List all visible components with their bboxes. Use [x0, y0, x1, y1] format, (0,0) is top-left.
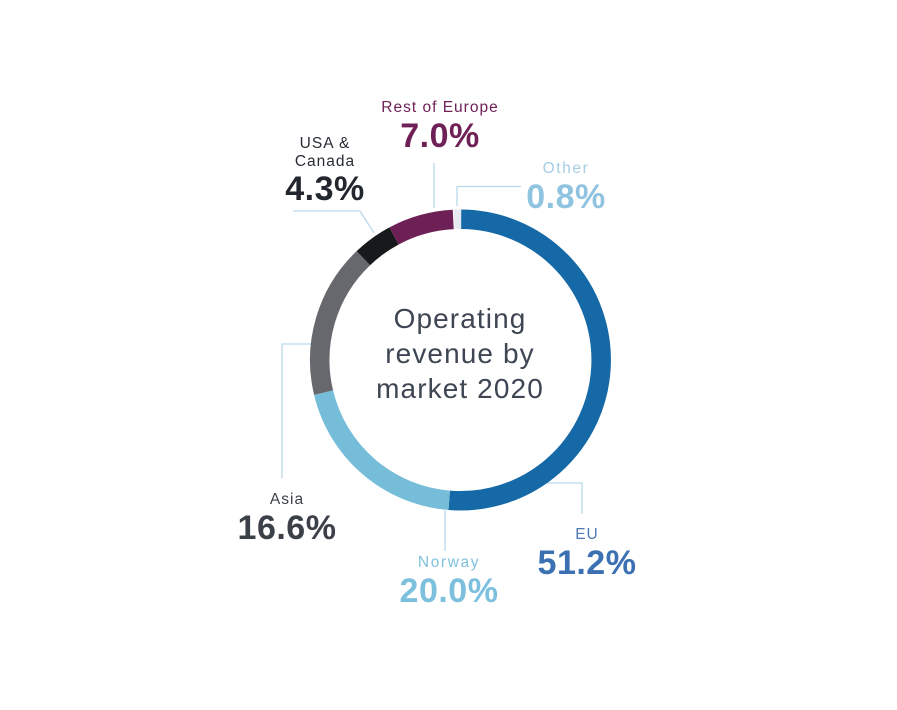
donut-segment-asia: [310, 251, 371, 395]
donut-segment-eu: [448, 209, 611, 511]
segment-value-norway: 20.0%: [399, 571, 499, 610]
donut-segment-usa-canada: [356, 227, 399, 266]
segment-value-other: 0.8%: [526, 177, 606, 216]
segment-name-rest-of-europe: Rest of Europe: [381, 99, 499, 116]
center-title-line: revenue by: [385, 338, 535, 369]
segment-name-usa-canada: USA & Canada: [294, 135, 356, 170]
center-title-line: Operating: [393, 303, 527, 334]
label-other: Other 0.8%: [526, 160, 606, 215]
chart-center-title: Operating revenue by market 2020: [330, 301, 590, 406]
donut-segment-norway: [314, 390, 451, 511]
label-asia: Asia 16.6%: [238, 491, 337, 546]
segment-name-other: Other: [542, 160, 590, 177]
label-norway: Norway 20.0%: [400, 554, 499, 609]
label-rest-of-europe: Rest of Europe 7.0%: [381, 99, 498, 154]
donut-segment-rest-of-europe: [389, 209, 454, 245]
segment-name-asia: Asia: [269, 491, 305, 508]
segment-value-usa-canada: 4.3%: [285, 170, 365, 208]
segment-value-rest-of-europe: 7.0%: [400, 116, 480, 155]
segment-name-eu: EU: [575, 526, 599, 543]
center-title-line: market 2020: [376, 373, 544, 404]
leader-line-usa-canada: [293, 210, 375, 234]
label-eu: EU 51.2%: [538, 526, 637, 581]
leader-line-other: [456, 185, 521, 206]
segment-name-norway: Norway: [417, 554, 481, 571]
label-usa-canada: USA & Canada 4.3%: [285, 135, 365, 207]
leader-line-eu: [546, 482, 583, 514]
leader-line-asia: [281, 343, 311, 478]
segment-value-eu: 51.2%: [537, 543, 637, 582]
segment-value-asia: 16.6%: [237, 508, 337, 547]
